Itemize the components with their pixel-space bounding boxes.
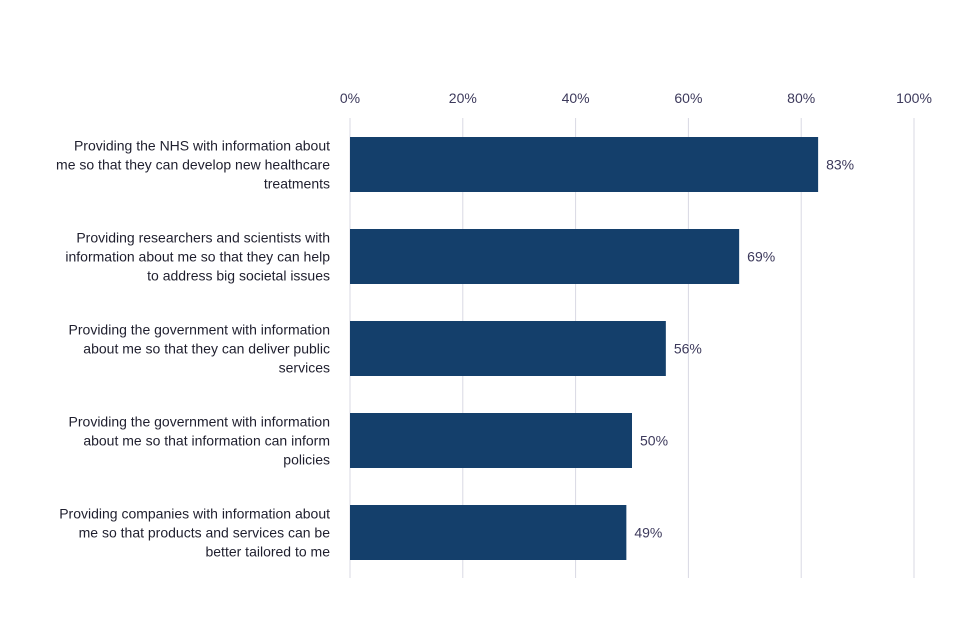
x-tick-label: 20% [449,90,477,106]
category-label: services [279,360,330,376]
category-label: Providing researchers and scientists wit… [76,230,330,246]
data-label: 56% [674,341,702,357]
x-tick-label: 40% [562,90,590,106]
data-label: 83% [826,157,854,173]
bar [350,505,627,560]
category-label: about me so that they can deliver public [83,341,330,357]
category-label: me so that products and services can be [79,525,331,541]
x-tick-label: 0% [340,90,360,106]
data-label: 49% [634,525,662,541]
category-label: treatments [264,176,330,192]
category-label: policies [283,452,330,468]
category-label: to address big societal issues [147,268,330,284]
x-tick-label: 60% [674,90,702,106]
x-tick-label: 100% [896,90,932,106]
bar [350,413,632,468]
data-label: 50% [640,433,668,449]
bar [350,229,740,284]
category-label: Providing the government with informatio… [69,322,330,338]
category-label: about me so that information can inform [83,433,330,449]
category-label: Providing companies with information abo… [59,506,330,522]
category-label: Providing the NHS with information about [74,138,330,154]
bar [350,137,819,192]
category-label: me so that they can develop new healthca… [56,157,330,173]
category-label: better tailored to me [205,544,330,560]
category-label: Providing the government with informatio… [69,414,330,430]
bar [350,321,666,376]
category-label: information about me so that they can he… [65,249,330,265]
x-tick-label: 80% [787,90,815,106]
data-label: 69% [747,249,775,265]
